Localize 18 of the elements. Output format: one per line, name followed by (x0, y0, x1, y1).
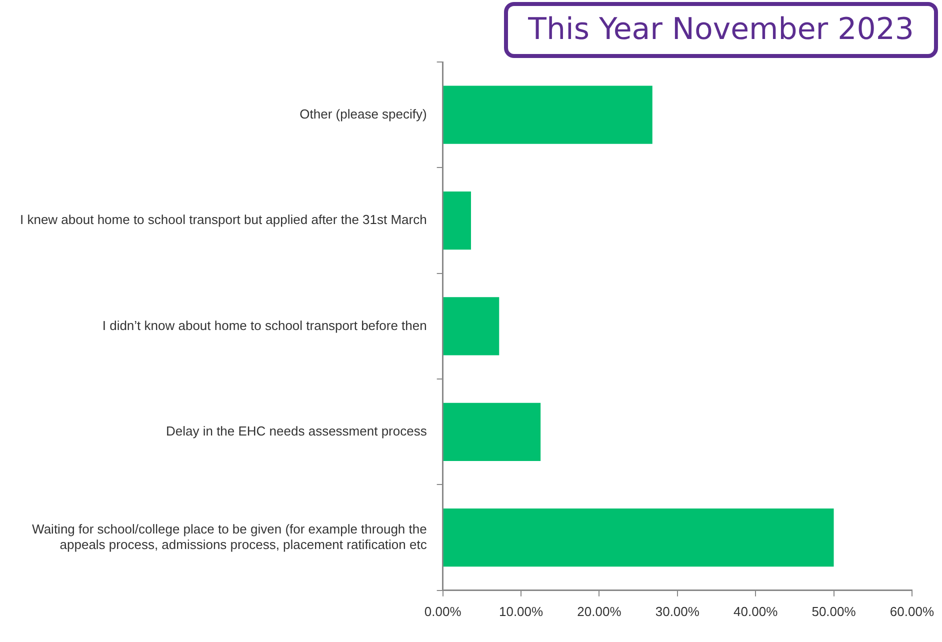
x-tick-label: 60.00% (890, 604, 934, 619)
x-tick-label: 50.00% (812, 604, 856, 619)
y-tick-label: Waiting for school/college place to be given (for example through the appeals process, admissions process, placement ratification etc (32, 521, 428, 552)
y-tick-label: Other (please specify) (300, 106, 427, 122)
bar (443, 86, 652, 144)
x-tick-label: 20.00% (577, 604, 622, 619)
y-tick-label: I knew about home to school transport but applied after the 31st March (20, 212, 427, 228)
y-tick-label: Delay in the EHC needs assessment process (166, 423, 428, 438)
x-tick-label: 0.00% (424, 604, 462, 619)
y-tick-label: I didn’t know about home to school transport before then (102, 318, 427, 333)
x-tick-label: 40.00% (734, 604, 778, 619)
chart-title: This Year November 2023 (504, 2, 938, 58)
bar (443, 508, 834, 567)
bar (443, 297, 500, 356)
bar (443, 191, 471, 250)
bar (443, 402, 541, 461)
x-tick-label: 30.00% (655, 604, 700, 619)
x-tick-label: 10.00% (498, 604, 544, 619)
